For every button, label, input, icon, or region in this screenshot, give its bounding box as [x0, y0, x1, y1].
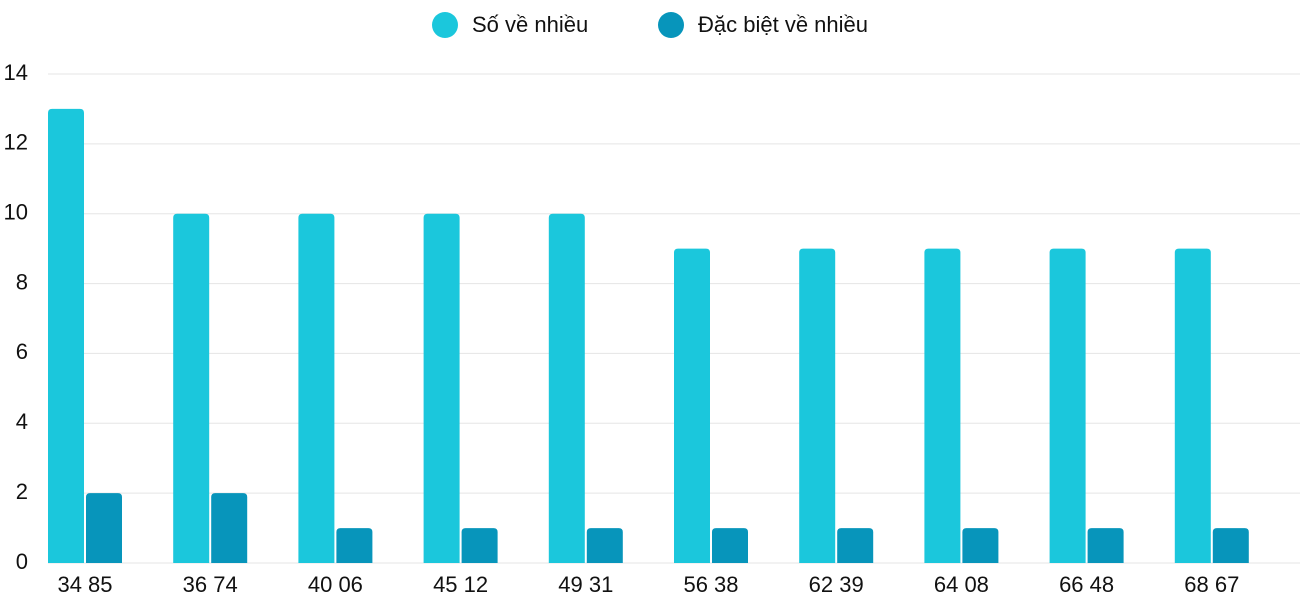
bar — [712, 528, 748, 563]
legend-swatch — [432, 12, 458, 38]
bar — [837, 528, 874, 563]
x-tick-label: 64 08 — [934, 572, 989, 597]
y-tick-label: 8 — [16, 269, 28, 294]
x-tick-label: 68 67 — [1184, 572, 1239, 597]
bar — [962, 528, 999, 563]
bar — [1049, 248, 1086, 563]
x-tick-label: 36 74 — [183, 572, 238, 597]
bar — [336, 528, 373, 563]
bar — [586, 528, 623, 563]
y-tick-label: 14 — [4, 60, 28, 85]
x-tick-label: 40 06 — [308, 572, 363, 597]
bar — [799, 248, 836, 563]
y-tick-label: 0 — [16, 549, 28, 574]
bar — [1212, 528, 1249, 563]
bar — [674, 248, 710, 563]
y-tick-label: 4 — [16, 409, 28, 434]
bar — [1087, 528, 1124, 563]
legend-swatch — [658, 12, 684, 38]
y-tick-label: 12 — [4, 130, 28, 155]
bar — [86, 493, 122, 563]
x-tick-label: 49 31 — [558, 572, 613, 597]
bar — [298, 213, 335, 563]
bar — [173, 213, 210, 563]
bar — [548, 213, 585, 563]
bar — [924, 248, 961, 563]
legend-label: Đặc biệt về nhiều — [698, 12, 868, 37]
x-tick-label: 45 12 — [433, 572, 488, 597]
y-tick-label: 2 — [16, 479, 28, 504]
x-tick-label: 62 39 — [809, 572, 864, 597]
x-tick-label: 56 38 — [683, 572, 738, 597]
bar — [1174, 248, 1211, 563]
bar — [48, 108, 84, 563]
legend-label: Số về nhiều — [472, 12, 588, 37]
bar — [211, 493, 248, 563]
y-tick-label: 10 — [4, 200, 28, 225]
x-tick-label: 66 48 — [1059, 572, 1114, 597]
y-tick-label: 6 — [16, 339, 28, 364]
bar — [423, 213, 460, 563]
x-tick-label: 34 85 — [57, 572, 112, 597]
bar — [461, 528, 498, 563]
